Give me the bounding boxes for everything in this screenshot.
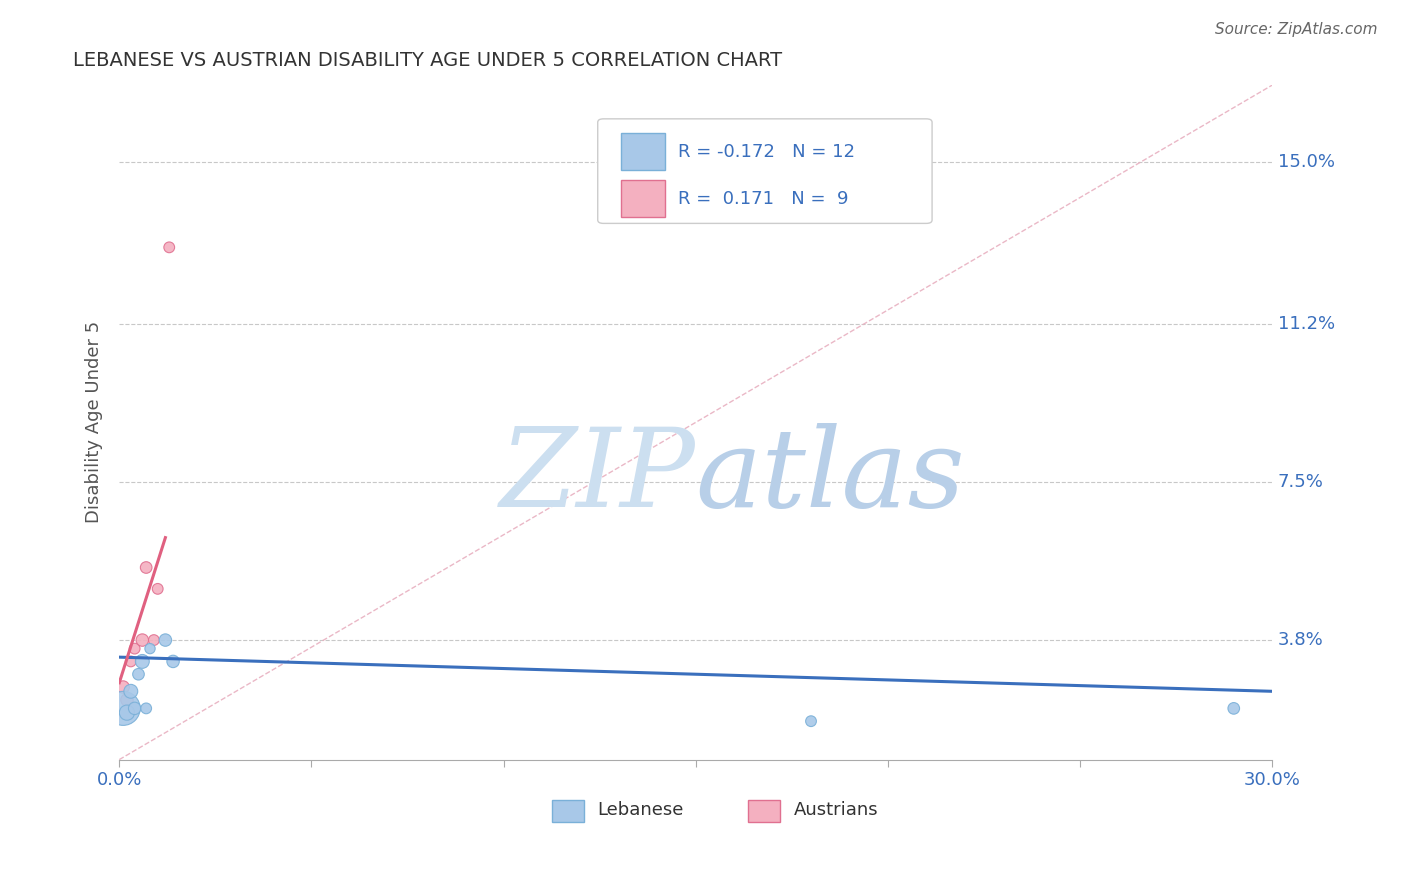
FancyBboxPatch shape (551, 800, 583, 822)
Text: ZIP: ZIP (501, 423, 696, 530)
Point (155, 633, 177, 648)
Point (124, 641, 146, 656)
Point (131, 633, 153, 648)
Point (139, 641, 162, 656)
Text: Austrians: Austrians (794, 801, 879, 819)
Point (112, 680, 135, 694)
FancyBboxPatch shape (598, 119, 932, 223)
Point (135, 560, 157, 574)
Point (120, 655, 142, 669)
Text: 7.5%: 7.5% (1278, 473, 1324, 491)
Point (142, 633, 165, 648)
Point (157, 240, 180, 254)
FancyBboxPatch shape (748, 800, 780, 822)
Point (131, 655, 153, 669)
Text: R =  0.171   N =  9: R = 0.171 N = 9 (679, 189, 849, 208)
Text: 15.0%: 15.0% (1278, 153, 1334, 171)
Text: 11.2%: 11.2% (1278, 315, 1336, 334)
Point (127, 667, 149, 681)
Text: 3.8%: 3.8% (1278, 631, 1323, 649)
Text: R = -0.172   N = 12: R = -0.172 N = 12 (679, 143, 855, 161)
Point (120, 684, 142, 698)
Text: LEBANESE VS AUSTRIAN DISABILITY AGE UNDER 5 CORRELATION CHART: LEBANESE VS AUSTRIAN DISABILITY AGE UNDE… (73, 51, 782, 70)
Point (112, 701, 135, 715)
Text: atlas: atlas (696, 423, 966, 530)
Point (124, 701, 146, 715)
Text: Lebanese: Lebanese (598, 801, 685, 819)
Point (115, 693, 138, 707)
FancyBboxPatch shape (621, 180, 665, 217)
Y-axis label: Disability Age Under 5: Disability Age Under 5 (86, 321, 103, 524)
Point (800, 714, 823, 729)
Point (162, 655, 184, 669)
Point (135, 701, 157, 715)
Point (115, 706, 138, 720)
Point (1222, 701, 1244, 715)
Point (146, 582, 169, 596)
Text: Source: ZipAtlas.com: Source: ZipAtlas.com (1215, 22, 1378, 37)
FancyBboxPatch shape (621, 133, 665, 170)
